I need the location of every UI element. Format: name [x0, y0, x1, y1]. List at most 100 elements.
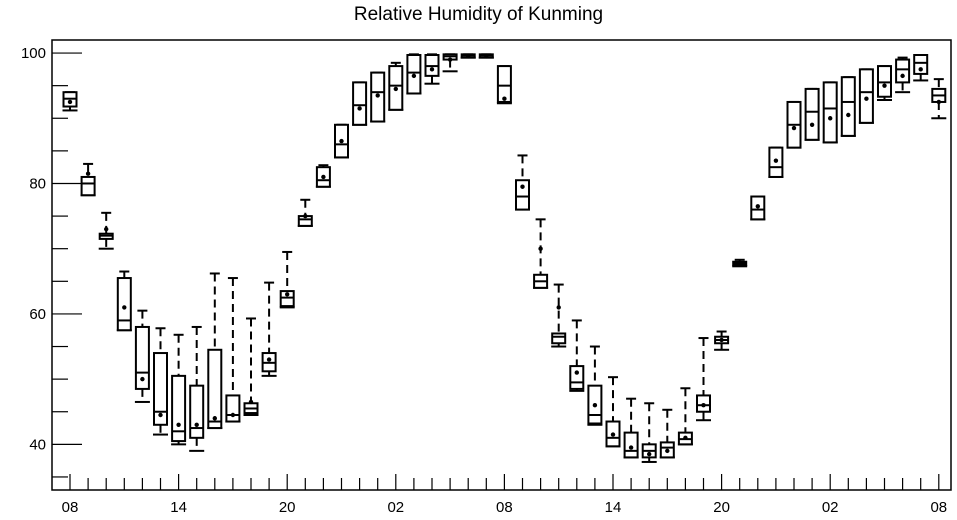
iqr-box	[171, 374, 187, 443]
mean-marker	[520, 184, 525, 189]
mean-marker	[809, 122, 815, 127]
mean-marker	[773, 158, 779, 163]
mean-marker	[484, 54, 489, 59]
box-plot-5	[153, 327, 168, 436]
box-plot-11	[261, 281, 277, 377]
box-plot-34	[677, 387, 693, 446]
axis-layer: 40 60 80 100 08 14 20 02 08 14 20 02 08	[21, 39, 952, 516]
box-plot-10	[243, 317, 259, 416]
iqr-box	[569, 365, 585, 390]
mean-marker	[864, 96, 869, 101]
mean-marker	[411, 73, 417, 79]
mean-marker	[701, 403, 706, 408]
x-tick-label: 20	[713, 499, 730, 516]
mean-marker	[556, 305, 561, 310]
box-plot-4	[134, 309, 150, 403]
box-plot-47	[913, 54, 929, 82]
mean-marker	[194, 422, 199, 427]
y-tick-label: 40	[29, 436, 46, 453]
box-plot-3	[116, 270, 132, 332]
mean-marker	[140, 376, 145, 382]
mean-marker	[791, 125, 797, 131]
box-plot-17	[370, 71, 386, 123]
y-tick-label: 100	[21, 45, 46, 62]
iqr-box	[623, 431, 639, 459]
mean-marker	[502, 96, 507, 101]
box-plot-38	[750, 195, 766, 221]
mean-marker	[592, 403, 598, 408]
y-tick-label: 80	[29, 175, 46, 192]
mean-marker	[104, 226, 109, 232]
mean-marker	[266, 357, 272, 362]
mean-marker	[665, 448, 670, 454]
x-tick-label: 08	[930, 499, 947, 516]
box-plot-7	[189, 325, 205, 452]
box-plot-40	[786, 100, 802, 149]
box-plot-26	[533, 218, 549, 289]
mean-marker	[393, 86, 398, 92]
x-tick-label: 20	[279, 499, 296, 516]
mean-marker	[122, 305, 127, 310]
mean-marker	[158, 412, 163, 418]
box-plot-24	[496, 65, 512, 105]
mean-marker	[429, 67, 435, 72]
iqr-box	[207, 348, 223, 430]
box-plot-30	[605, 376, 621, 448]
box-plot-45	[877, 65, 892, 101]
iqr-box	[840, 76, 856, 137]
iqr-box	[80, 175, 96, 197]
box-plot-19	[406, 53, 422, 95]
mean-marker	[339, 138, 344, 144]
box-plot-21	[442, 53, 458, 73]
x-tick-label: 08	[496, 499, 513, 516]
x-tick-label: 02	[387, 499, 404, 516]
box-plot-41	[804, 87, 820, 141]
chart-title: Relative Humidity of Kunming	[353, 4, 604, 25]
mean-marker	[719, 337, 724, 343]
mean-marker	[900, 73, 905, 79]
mean-marker	[303, 213, 308, 219]
iqr-box	[895, 58, 911, 84]
mean-marker	[755, 204, 760, 209]
box-plot-32	[641, 402, 657, 463]
box-plot-31	[623, 397, 639, 459]
iqr-box	[352, 81, 368, 126]
iqr-box	[822, 81, 838, 144]
mean-marker	[828, 116, 833, 121]
mean-marker	[574, 370, 579, 375]
mean-marker	[447, 57, 453, 62]
mean-marker	[647, 451, 652, 457]
mean-marker	[737, 260, 742, 266]
iqr-box	[496, 65, 512, 103]
y-tick-label: 60	[29, 306, 46, 323]
mean-marker	[683, 435, 688, 441]
box-plot-0	[62, 91, 78, 112]
iqr-box	[189, 384, 205, 439]
boxes-layer	[62, 53, 947, 463]
box-plot-8	[207, 272, 223, 430]
iqr-box	[913, 54, 929, 75]
box-plot-29	[587, 345, 603, 426]
box-plot-20	[424, 53, 440, 85]
box-plot-28	[569, 319, 585, 392]
box-plot-23	[478, 53, 494, 59]
iqr-box	[858, 68, 874, 124]
mean-marker	[212, 416, 217, 421]
mean-marker	[936, 99, 941, 105]
box-plot-16	[352, 81, 368, 126]
box-plot-36	[714, 330, 730, 351]
iqr-box	[116, 277, 132, 332]
box-plot-18	[388, 61, 404, 111]
mean-marker	[67, 99, 73, 105]
mean-marker	[375, 93, 380, 98]
box-plot-12	[279, 250, 295, 309]
mean-marker	[628, 445, 634, 450]
mean-marker	[882, 83, 887, 88]
box-plot-2	[98, 211, 114, 250]
mean-marker	[610, 432, 616, 437]
mean-marker	[230, 412, 236, 418]
iqr-box	[225, 394, 241, 423]
iqr-box	[804, 87, 820, 141]
box-plot-25	[515, 154, 530, 211]
